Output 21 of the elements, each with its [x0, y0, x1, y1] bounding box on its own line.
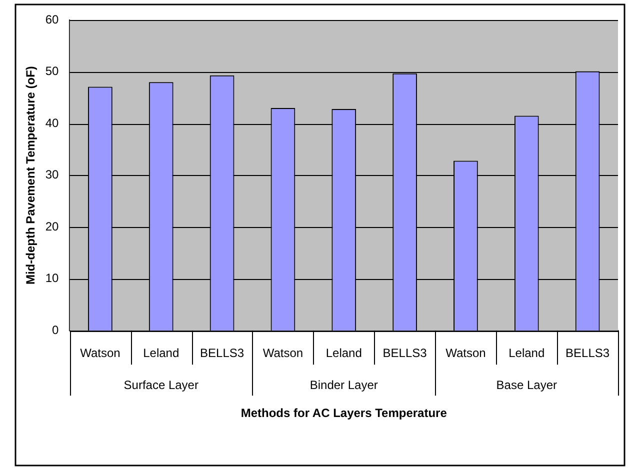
y-tick-label: 30: [45, 168, 60, 182]
y-tick-label: 60: [45, 12, 60, 26]
x-tick-label: Leland: [143, 346, 180, 360]
x-tick-label: BELLS3: [200, 346, 244, 360]
y-tick-label: 50: [45, 64, 60, 78]
y-tick-label: 20: [45, 219, 60, 234]
y-tick-label: 40: [45, 116, 60, 130]
x-tick-label: Watson: [446, 346, 486, 360]
x-tick-label: Watson: [262, 346, 304, 360]
x-tick-label: Leland: [508, 346, 545, 360]
text: Binder Layer: [310, 378, 378, 392]
x-tick-label: BELLS3: [566, 346, 610, 360]
text: Base Layer: [496, 378, 557, 392]
x-tick-label: Watson: [80, 346, 120, 360]
text: Surface Layer: [124, 378, 198, 392]
y-axis-title: Mid-depth Pavement Temperature (oF): [24, 66, 38, 285]
x-tick-label: Leland: [326, 346, 362, 360]
x-axis-title: Methods for AC Layers Temperature: [240, 406, 448, 420]
x-tick-label: BELLS3: [382, 346, 428, 360]
y-tick-label: 10: [45, 271, 60, 286]
y-tick-label: 0: [52, 322, 60, 337]
